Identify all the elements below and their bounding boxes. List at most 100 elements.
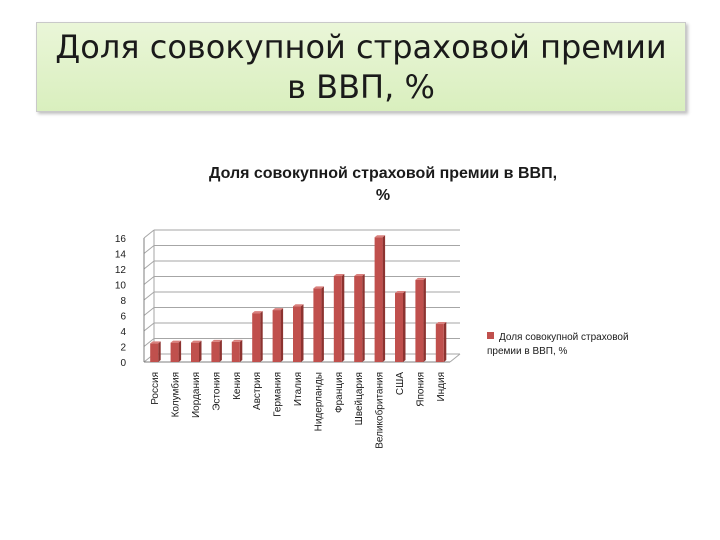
- bar-side: [239, 339, 243, 362]
- bar: [252, 311, 263, 362]
- bar: [211, 339, 222, 362]
- bar: [333, 273, 345, 362]
- bar: [191, 340, 202, 362]
- bar: [395, 291, 406, 362]
- bar-side: [219, 339, 222, 362]
- x-tick-label: Россия: [150, 372, 161, 405]
- x-tick-label: Германия: [273, 372, 284, 417]
- bar-front: [191, 342, 199, 362]
- y-tick-label: 6: [120, 312, 126, 323]
- bar-front: [435, 324, 444, 362]
- y-tick-label: 14: [115, 250, 127, 261]
- x-tick-label: Великобритания: [374, 372, 386, 449]
- bar-front: [231, 341, 240, 362]
- legend-label-line: Доля совокупной страховой: [499, 332, 629, 343]
- x-tick-label: Япония: [415, 372, 426, 407]
- bar-top: [191, 340, 202, 343]
- legend: Доля совокупной страховой премии в ВВП, %: [487, 332, 629, 357]
- bar-top: [170, 340, 182, 343]
- bar-top: [435, 322, 447, 325]
- bar-top: [374, 235, 386, 238]
- gridline-side: [143, 276, 155, 285]
- bar-front: [272, 310, 281, 362]
- bar-front: [252, 313, 261, 362]
- bar-top: [415, 277, 426, 280]
- bar: [354, 273, 365, 362]
- bar-side: [403, 291, 406, 362]
- chart-title-line: Доля совокупной страховой премии в ВВП,: [209, 165, 557, 182]
- bar-front: [354, 275, 363, 362]
- y-tick-label: 10: [115, 281, 127, 292]
- legend-label-line: премии в ВВП, %: [487, 346, 568, 357]
- bar: [272, 308, 284, 362]
- x-tick-label: Швейцария: [354, 372, 365, 425]
- bar: [293, 304, 304, 362]
- bar-side: [382, 235, 386, 362]
- bar-side: [178, 340, 182, 362]
- y-tick-label: 4: [120, 327, 126, 338]
- gridline-side: [143, 291, 155, 301]
- floor-edge: [449, 353, 461, 363]
- bar-top: [333, 273, 345, 276]
- bar-top: [354, 273, 365, 276]
- bar: [231, 339, 243, 362]
- gridline-side: [143, 245, 155, 254]
- x-tick-label: США: [395, 372, 406, 395]
- bar-side: [362, 273, 365, 362]
- bar-front: [293, 306, 301, 362]
- bar-front: [333, 275, 342, 362]
- x-tick-label: Нидерланды: [313, 372, 324, 431]
- x-tick-label: Индия: [436, 372, 447, 402]
- x-tick-label: Италия: [293, 372, 304, 406]
- bar-side: [280, 308, 284, 362]
- bar: [313, 286, 324, 362]
- x-tick-label: Кения: [232, 372, 243, 400]
- legend-label: Доля совокупной страховой премии в ВВП, %: [487, 332, 629, 357]
- bar-top: [272, 308, 284, 311]
- y-tick-label: 0: [120, 358, 126, 369]
- bar-side: [199, 340, 202, 362]
- bar-side: [321, 286, 324, 362]
- bar: [435, 322, 447, 362]
- gridline-side: [143, 338, 155, 347]
- bar-side: [158, 341, 161, 362]
- bar-side: [341, 273, 345, 362]
- bar-top: [313, 286, 324, 289]
- bar-top: [293, 304, 304, 307]
- bar: [150, 341, 161, 362]
- y-tick-label: 2: [120, 343, 126, 354]
- bar-side: [301, 304, 304, 362]
- bar-top: [395, 291, 406, 294]
- slide-title: Доля совокупной страховой премии в ВВП, …: [55, 28, 667, 106]
- chart-title-line: %: [376, 187, 390, 204]
- chart-title: Доля совокупной страховой премии в ВВП,%: [209, 165, 557, 204]
- y-tick-label: 16: [115, 234, 127, 245]
- bar-front: [395, 293, 403, 362]
- bar: [374, 235, 386, 362]
- y-tick-label: 12: [115, 265, 127, 276]
- bar-side: [443, 322, 447, 362]
- bar-front: [415, 279, 424, 362]
- bar-front: [170, 342, 179, 362]
- bar-top: [252, 311, 263, 314]
- gridline-side: [143, 229, 155, 239]
- bar-top: [211, 339, 222, 342]
- x-tick-label: Колумбия: [170, 372, 182, 417]
- bar-front: [313, 288, 322, 362]
- gridline-side: [143, 307, 155, 316]
- x-tick-label: Эстония: [211, 372, 222, 411]
- gridline-side: [143, 260, 155, 270]
- legend-swatch: [487, 332, 494, 339]
- bar: [170, 340, 182, 362]
- x-tick-label: Иордания: [191, 372, 202, 418]
- x-tick-label: Австрия: [252, 372, 263, 410]
- bar-front: [150, 343, 159, 362]
- bar-front: [211, 341, 220, 362]
- bar-side: [260, 311, 263, 362]
- bar: [415, 277, 426, 362]
- gridline-side: [143, 322, 155, 332]
- x-tick-label: Франция: [334, 372, 345, 413]
- bar-front: [374, 237, 383, 362]
- y-tick-label: 8: [120, 296, 126, 307]
